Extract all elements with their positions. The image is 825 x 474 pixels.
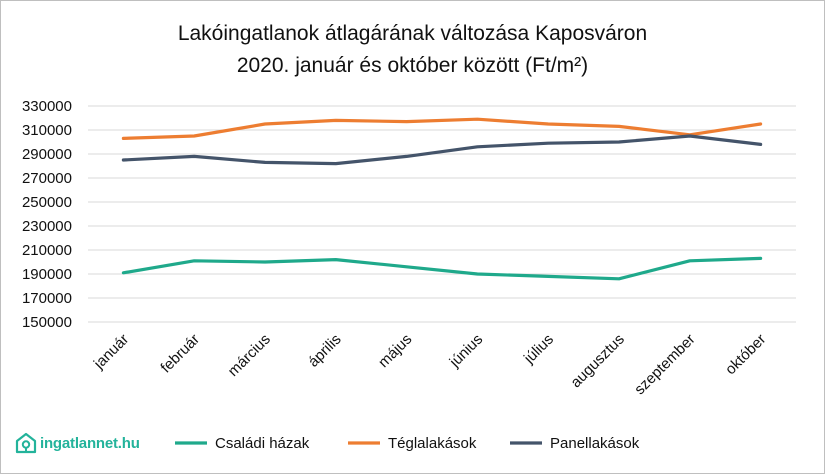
series-line [121,117,763,140]
series-line [121,134,763,166]
y-tick-label: 310000 [22,122,72,139]
series-lines [121,117,763,281]
x-tick-label: augusztus [567,331,627,391]
x-tick-label: január [90,331,132,373]
y-tick-label: 170000 [22,290,72,307]
legend-label: Családi házak [215,435,310,452]
y-tick-label: 290000 [22,146,72,163]
x-tick-label: február [157,331,203,377]
legend: Családi házak Téglalakások Panellakások [175,435,640,452]
x-tick-label: július [520,331,557,368]
y-tick-label: 330000 [22,98,72,115]
gridlines [88,105,796,323]
y-axis-ticks: 150000 170000 190000 210000 230000 250000 2700… [22,98,72,331]
y-tick-label: 210000 [22,242,72,259]
x-tick-label: április [305,331,345,371]
x-tick-label: június [446,331,486,371]
y-tick-label: 190000 [22,266,72,283]
y-tick-label: 250000 [22,194,72,211]
x-tick-label: október [722,331,769,378]
house-pin-icon [15,432,37,454]
brand-logo: ingatlannet.hu [15,432,140,454]
x-tick-label: május [375,331,415,371]
y-tick-label: 270000 [22,170,72,187]
chart-title: Lakóingatlanok átlagárának változása Kap… [0,18,825,82]
x-axis-ticks: január február március április május június jú… [90,331,769,398]
legend-label: Téglalakások [388,435,477,452]
chart-title-line-2: 2020. január és október között (Ft/m²) [236,54,589,77]
y-tick-label: 150000 [22,314,72,331]
series-line [121,256,763,281]
chart-title-line-1: Lakóingatlanok átlagárának változása Kap… [177,22,648,45]
y-tick-label: 230000 [22,218,72,235]
x-tick-label: szeptember [631,331,698,398]
brand-name: ingatlannet.hu [40,434,140,452]
x-tick-label: március [225,331,274,380]
legend-label: Panellakások [550,435,640,452]
